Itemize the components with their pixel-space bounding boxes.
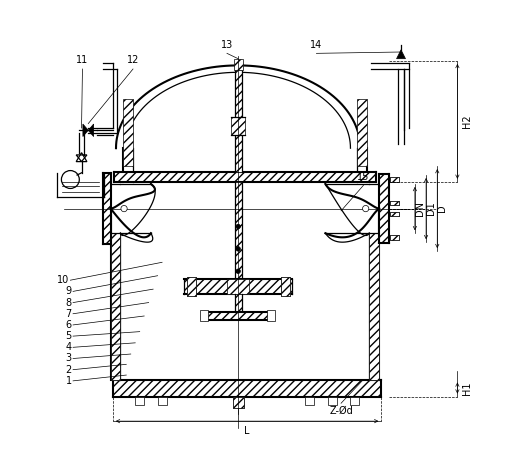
Bar — [227, 280, 249, 294]
Text: 2: 2 — [65, 365, 72, 375]
Text: 3: 3 — [66, 353, 72, 363]
Text: 14: 14 — [311, 40, 323, 50]
Circle shape — [236, 224, 241, 229]
Bar — [187, 277, 196, 296]
Bar — [233, 396, 243, 408]
Polygon shape — [396, 50, 405, 59]
Bar — [157, 396, 166, 405]
Bar — [350, 396, 359, 405]
Bar — [232, 117, 245, 135]
Bar — [328, 396, 337, 405]
Circle shape — [121, 206, 127, 212]
Polygon shape — [89, 124, 94, 136]
Bar — [390, 212, 399, 216]
Bar — [114, 172, 376, 182]
Circle shape — [363, 206, 369, 212]
Bar — [390, 177, 399, 182]
Bar — [390, 201, 399, 206]
Text: D: D — [437, 205, 447, 212]
Bar — [113, 380, 382, 396]
Bar — [305, 396, 314, 405]
Text: 5: 5 — [65, 331, 72, 341]
Text: 15: 15 — [357, 172, 369, 182]
Bar — [233, 396, 243, 408]
Circle shape — [236, 269, 241, 274]
Text: 6: 6 — [66, 320, 72, 330]
Bar — [187, 277, 196, 296]
Bar — [390, 236, 399, 240]
Polygon shape — [83, 124, 89, 136]
Bar — [235, 294, 242, 312]
Bar — [390, 201, 399, 206]
Bar — [135, 396, 144, 405]
Bar — [205, 312, 272, 319]
Text: 4: 4 — [66, 342, 72, 352]
Bar — [184, 280, 292, 294]
Bar — [357, 99, 367, 166]
Bar — [390, 236, 399, 240]
Text: 7: 7 — [65, 309, 72, 319]
Text: 13: 13 — [221, 40, 233, 50]
Bar — [235, 70, 242, 172]
Bar — [235, 182, 242, 289]
Text: 8: 8 — [66, 298, 72, 308]
Text: L: L — [244, 426, 250, 436]
Text: D1: D1 — [426, 202, 436, 216]
Circle shape — [236, 246, 241, 251]
Text: 11: 11 — [76, 55, 89, 65]
Bar — [390, 177, 399, 182]
Text: 12: 12 — [127, 55, 139, 65]
Bar — [234, 59, 243, 70]
Text: 10: 10 — [57, 275, 69, 285]
Text: Z-Ød: Z-Ød — [329, 405, 353, 415]
Bar — [281, 277, 289, 296]
Bar — [369, 233, 379, 380]
Bar — [281, 277, 289, 296]
Bar — [390, 212, 399, 216]
Bar — [200, 310, 208, 321]
Text: 1: 1 — [66, 376, 72, 386]
Bar — [379, 174, 389, 243]
Bar — [267, 310, 275, 321]
Text: H2: H2 — [462, 115, 472, 128]
Bar — [111, 233, 120, 380]
Text: DN: DN — [415, 201, 425, 216]
Bar — [103, 173, 111, 245]
Text: H1: H1 — [462, 381, 472, 395]
Text: 9: 9 — [66, 286, 72, 296]
Bar — [123, 99, 132, 166]
